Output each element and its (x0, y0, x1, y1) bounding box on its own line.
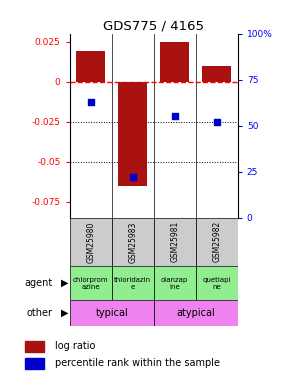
Text: olanzap
ine: olanzap ine (161, 277, 188, 290)
Bar (160, 42, 189, 82)
Text: ▶: ▶ (61, 278, 68, 288)
Bar (76, 51, 105, 82)
Text: typical: typical (95, 308, 128, 318)
Text: ▶: ▶ (61, 308, 68, 318)
Text: GSM25981: GSM25981 (170, 221, 179, 262)
Text: agent: agent (24, 278, 52, 288)
Bar (118, 82, 147, 186)
Text: GSM25983: GSM25983 (128, 221, 137, 262)
Bar (70, 266, 112, 300)
Text: quetiapi
ne: quetiapi ne (202, 277, 231, 290)
Bar (196, 217, 238, 266)
Text: atypical: atypical (176, 308, 215, 318)
Title: GDS775 / 4165: GDS775 / 4165 (103, 20, 204, 33)
Text: other: other (26, 308, 52, 318)
Text: percentile rank within the sample: percentile rank within the sample (55, 358, 220, 368)
Text: GSM25980: GSM25980 (86, 221, 95, 262)
Point (172, 113, 177, 119)
Bar (112, 266, 154, 300)
Bar (25, 358, 44, 369)
Bar (154, 266, 196, 300)
Point (214, 119, 219, 125)
Bar (25, 341, 44, 352)
Text: log ratio: log ratio (55, 341, 95, 351)
Bar (196, 266, 238, 300)
Point (88, 99, 93, 105)
Point (130, 174, 135, 180)
Bar (70, 300, 154, 326)
Bar (154, 300, 238, 326)
Text: chlorprom
azine: chlorprom azine (73, 277, 108, 290)
Text: thioridazin
e: thioridazin e (114, 277, 151, 290)
Bar (202, 66, 231, 82)
Bar (112, 217, 154, 266)
Bar (70, 217, 112, 266)
Bar (154, 217, 196, 266)
Text: GSM25982: GSM25982 (212, 221, 221, 262)
